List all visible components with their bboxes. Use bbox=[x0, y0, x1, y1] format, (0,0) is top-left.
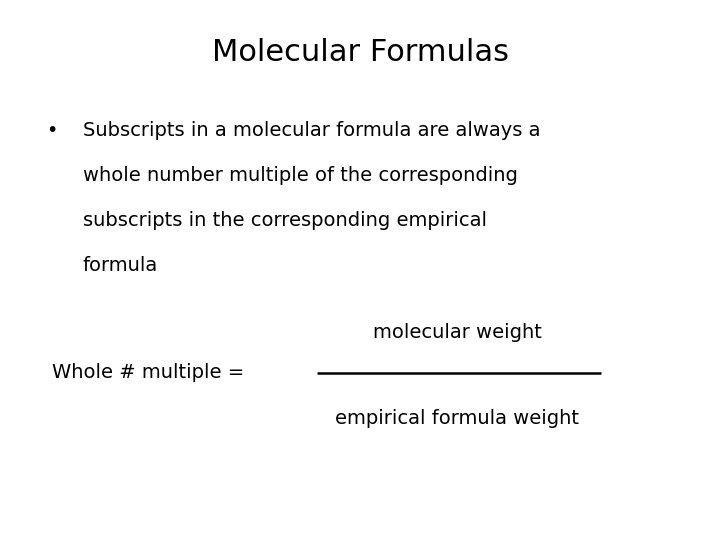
Text: formula: formula bbox=[83, 256, 158, 275]
Text: Whole # multiple =: Whole # multiple = bbox=[52, 363, 251, 382]
Text: •: • bbox=[46, 122, 58, 140]
Text: Molecular Formulas: Molecular Formulas bbox=[212, 38, 508, 67]
Text: Subscripts in a molecular formula are always a: Subscripts in a molecular formula are al… bbox=[83, 122, 540, 140]
Text: empirical formula weight: empirical formula weight bbox=[336, 409, 579, 428]
Text: subscripts in the corresponding empirical: subscripts in the corresponding empirica… bbox=[83, 211, 487, 230]
Text: molecular weight: molecular weight bbox=[373, 322, 541, 342]
Text: whole number multiple of the corresponding: whole number multiple of the correspondi… bbox=[83, 166, 518, 185]
